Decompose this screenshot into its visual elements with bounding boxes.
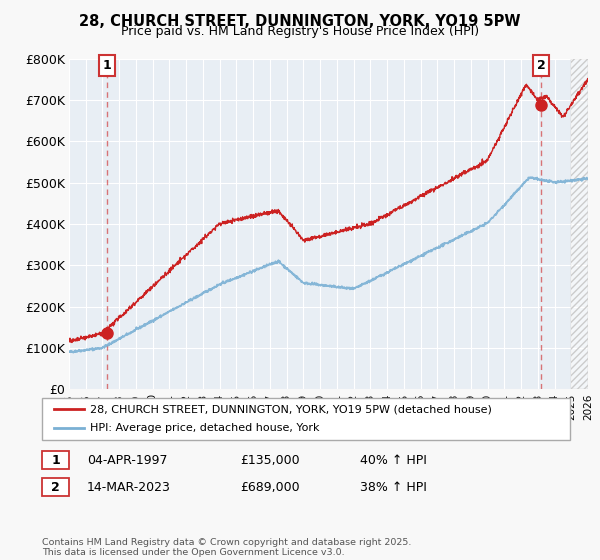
Text: Contains HM Land Registry data © Crown copyright and database right 2025.
This d: Contains HM Land Registry data © Crown c… <box>42 538 412 557</box>
Text: £689,000: £689,000 <box>240 480 299 494</box>
Text: 28, CHURCH STREET, DUNNINGTON, YORK, YO19 5PW: 28, CHURCH STREET, DUNNINGTON, YORK, YO1… <box>79 14 521 29</box>
Text: 1: 1 <box>51 454 60 467</box>
Text: 28, CHURCH STREET, DUNNINGTON, YORK, YO19 5PW (detached house): 28, CHURCH STREET, DUNNINGTON, YORK, YO1… <box>90 404 492 414</box>
Text: HPI: Average price, detached house, York: HPI: Average price, detached house, York <box>90 423 320 433</box>
Text: 2: 2 <box>51 480 60 494</box>
Text: Price paid vs. HM Land Registry's House Price Index (HPI): Price paid vs. HM Land Registry's House … <box>121 25 479 38</box>
Text: £135,000: £135,000 <box>240 454 299 467</box>
Text: 14-MAR-2023: 14-MAR-2023 <box>87 480 171 494</box>
Text: 40% ↑ HPI: 40% ↑ HPI <box>360 454 427 467</box>
Bar <box>571 59 588 389</box>
Text: 1: 1 <box>102 59 111 72</box>
Text: 04-APR-1997: 04-APR-1997 <box>87 454 167 467</box>
Text: 2: 2 <box>537 59 545 72</box>
Text: 38% ↑ HPI: 38% ↑ HPI <box>360 480 427 494</box>
